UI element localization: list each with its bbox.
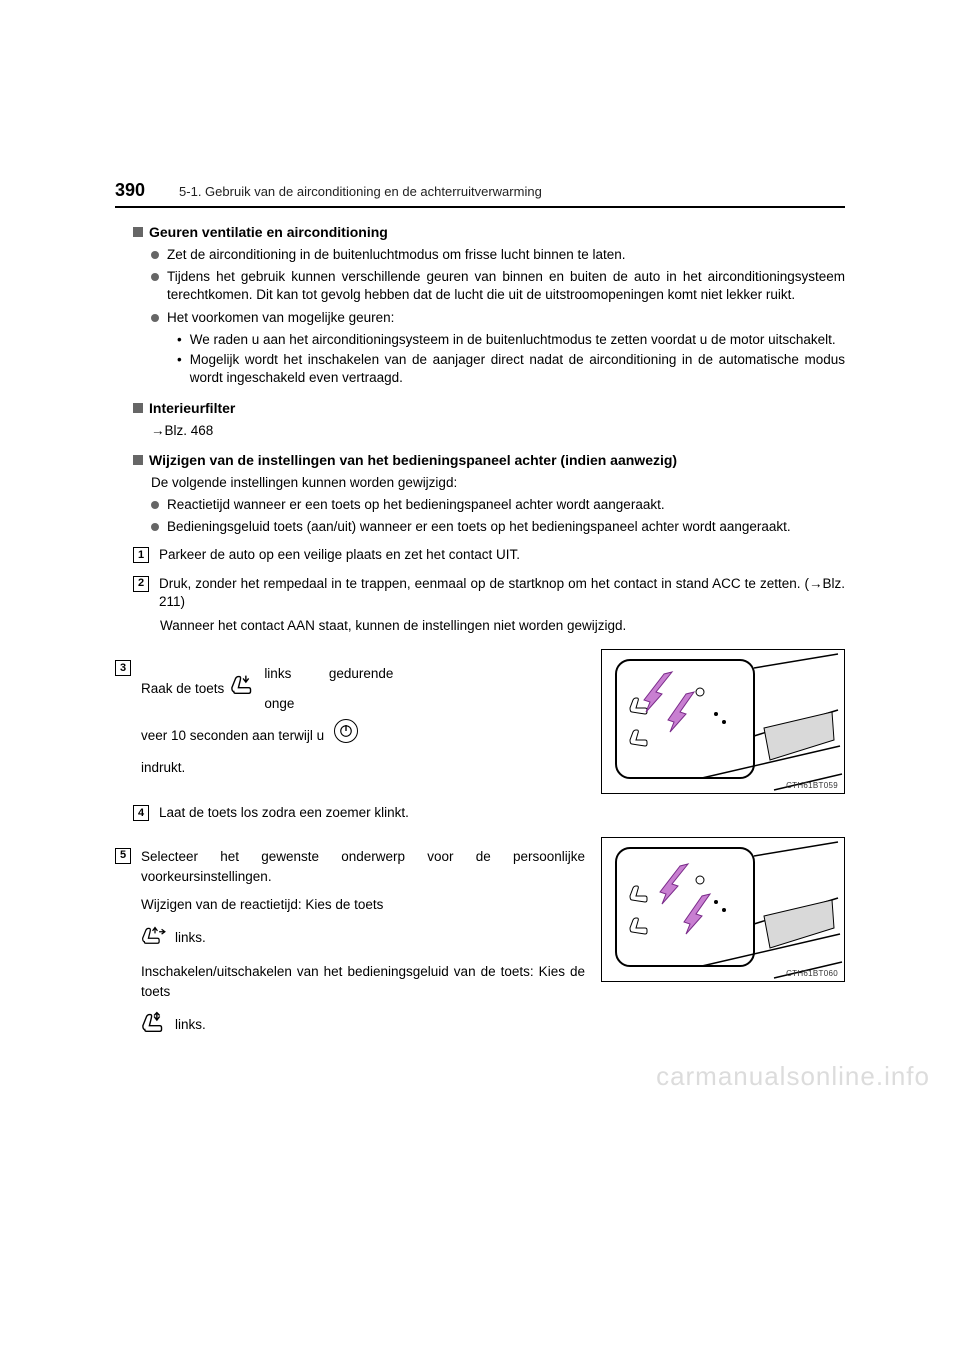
section-heading-wijzigen: Wijzigen van de instellingen van het bed… — [133, 452, 845, 468]
section2-title: Interieurfilter — [149, 400, 235, 416]
square-bullet-icon — [133, 455, 143, 465]
step-row: 2 Druk, zonder het rempedaal in te trapp… — [133, 575, 845, 611]
step3-line3: indrukt. — [141, 753, 585, 783]
circle-bullet-icon — [151, 251, 159, 259]
step3-mid: links gedurende onge­ — [264, 659, 393, 718]
step5-icon-line-2: links. — [141, 1010, 585, 1040]
diagram1-label: CTH61BT059 — [786, 781, 838, 790]
square-bullet-icon — [133, 403, 143, 413]
dot-bullet-icon: • — [177, 351, 182, 369]
bullet-item: Zet de airconditioning in de buitenlucht… — [151, 246, 845, 264]
page-number: 390 — [115, 180, 145, 201]
bullet-item: Tijdens het gebruik kunnen verschillende… — [151, 268, 845, 304]
diagram-1: CTH61BT059 — [601, 649, 845, 794]
sub-bullet-item: • We raden u aan het airconditioningsyst… — [177, 331, 845, 349]
seat-heater-down-icon — [230, 672, 258, 707]
section-heading-geuren: Geuren ventilatie en airconditioning — [133, 224, 845, 240]
section3-intro: De volgende instellingen kunnen worden g… — [151, 474, 845, 492]
bullet-item: Reactietijd wanneer er een toets op het … — [151, 496, 845, 514]
step5-b: Wijzigen van de reactietijd: Kies de toe… — [141, 895, 585, 915]
step-row: 3 Raak de toets links gedurende onge­ ve… — [115, 659, 585, 783]
step-number-box: 4 — [133, 805, 149, 821]
section-heading-interieurfilter: Interieurfilter — [133, 400, 845, 416]
bullet-text: Het voorkomen van mogelijke geuren: — [167, 309, 394, 327]
step-row: 4 Laat de toets los zodra een zoemer kli… — [133, 804, 845, 822]
step-note: Wanneer het contact AAN staat, kunnen de… — [160, 617, 845, 635]
circle-bullet-icon — [151, 523, 159, 531]
diagram2-label: CTH61BT060 — [786, 969, 838, 978]
step5-e: links. — [175, 1015, 206, 1035]
page-container: 390 5-1. Gebruik van de airconditioning … — [0, 0, 960, 1112]
page-reference: →Blz. 468 — [151, 422, 845, 440]
step-number-box: 3 — [115, 660, 131, 676]
step-text: Parkeer de auto op een veilige plaats en… — [159, 546, 845, 564]
bullet-text: Tijdens het gebruik kunnen verschillende… — [167, 268, 845, 304]
diagram-2: CTH61BT060 — [601, 837, 845, 982]
step-text: Druk, zonder het rempedaal in te trappen… — [159, 575, 845, 611]
circle-bullet-icon — [151, 273, 159, 281]
sub-bullet-text: Mogelijk wordt het inschakelen van de aa… — [190, 351, 845, 387]
section3-title: Wijzigen van de instellingen van het bed… — [149, 452, 677, 468]
bullet-text: Zet de airconditioning in de buitenlucht… — [167, 246, 626, 264]
step-number-box: 2 — [133, 576, 149, 592]
chapter-title: 5-1. Gebruik van de airconditioning en d… — [179, 184, 542, 199]
bullet-item: Het voorkomen van mogelijke geuren: — [151, 309, 845, 327]
bullet-text: Reactietijd wanneer er een toets op het … — [167, 496, 665, 514]
step5-layout: 5 Selecteer het gewenste onderwerp voor … — [115, 837, 845, 1053]
step3-layout: 3 Raak de toets links gedurende onge­ ve… — [115, 649, 845, 794]
step5-left: 5 Selecteer het gewenste onderwerp voor … — [115, 837, 601, 1053]
step3-line2-pre: veer 10 seconden aan terwijl u — [141, 728, 328, 743]
section1-title: Geuren ventilatie en airconditioning — [149, 224, 388, 240]
circle-bullet-icon — [151, 501, 159, 509]
circle-bullet-icon — [151, 314, 159, 322]
seat-heater-up-right-icon — [141, 923, 169, 953]
step3-text: Raak de toets links gedurende onge­ veer… — [141, 659, 585, 783]
power-icon — [334, 719, 358, 754]
dot-bullet-icon: • — [177, 331, 182, 349]
step5-icon-line-1: links. — [141, 923, 585, 953]
square-bullet-icon — [133, 227, 143, 237]
step5-d: Inschakelen/uitschakelen van het bedie­n… — [141, 962, 585, 1003]
step-number-box: 5 — [115, 848, 131, 864]
step-row: 5 Selecteer het gewenste onderwerp voor … — [115, 847, 585, 1049]
bullet-item: Bedieningsgeluid toets (aan/uit) wanneer… — [151, 518, 845, 536]
step3-diagram-col: CTH61BT059 — [601, 649, 845, 794]
step5-diagram-col: CTH61BT060 — [601, 837, 845, 982]
step3-pre: Raak de toets — [141, 674, 224, 704]
step-number-box: 1 — [133, 547, 149, 563]
step-text: Laat de toets los zodra een zoemer klink… — [159, 804, 845, 822]
watermark: carmanualsonline.info — [656, 1061, 930, 1092]
step-row: 1 Parkeer de auto op een veilige plaats … — [133, 546, 845, 564]
sub-bullet-text: We raden u aan het airconditioningsystee… — [190, 331, 836, 349]
page-header: 390 5-1. Gebruik van de airconditioning … — [115, 180, 845, 208]
step5-c: links. — [175, 928, 206, 948]
seat-heater-down-up-icon — [141, 1010, 169, 1040]
step3-line2: veer 10 seconden aan terwijl u — [141, 719, 585, 754]
step5-text: Selecteer het gewenste onderwerp voor de… — [141, 847, 585, 1049]
sub-bullet-item: • Mogelijk wordt het inschakelen van de … — [177, 351, 845, 387]
step5-a: Selecteer het gewenste onderwerp voor de… — [141, 847, 585, 888]
step3-left: 3 Raak de toets links gedurende onge­ ve… — [115, 649, 601, 787]
bullet-text: Bedieningsgeluid toets (aan/uit) wanneer… — [167, 518, 791, 536]
